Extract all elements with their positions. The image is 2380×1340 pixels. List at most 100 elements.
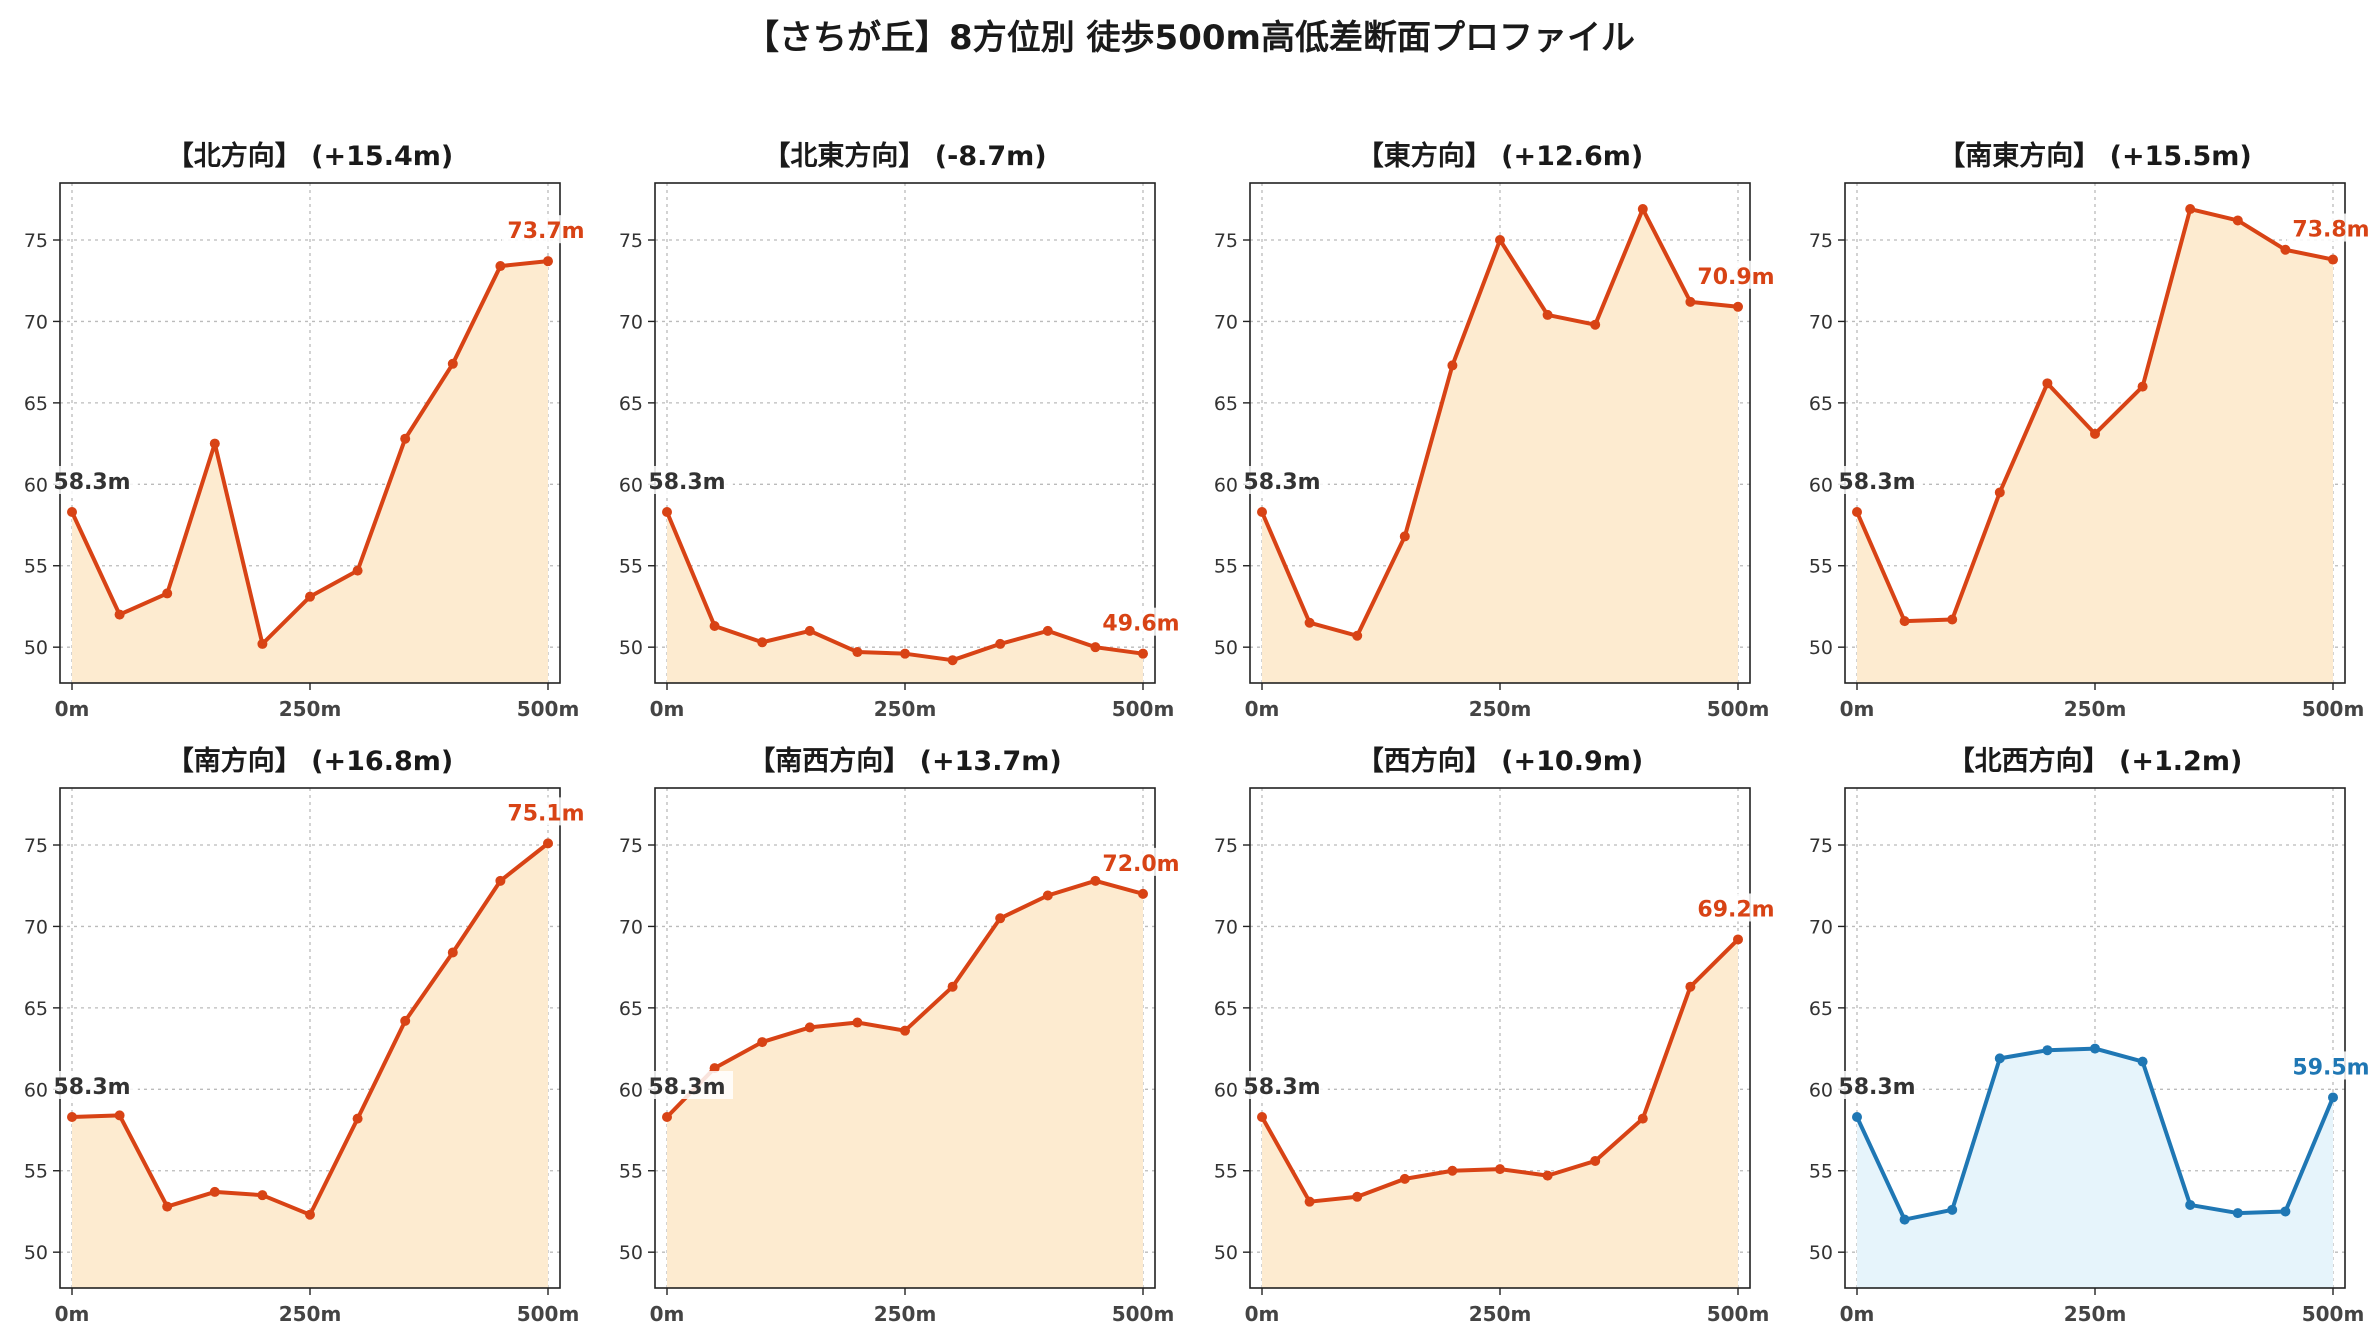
panel-title: 【北東方向】 (-8.7m)	[763, 140, 1046, 172]
y-tick-label: 60	[619, 1079, 643, 1101]
x-tick-label: 0m	[1840, 697, 1875, 721]
data-point	[2280, 244, 2291, 255]
data-point	[400, 1015, 411, 1026]
end-label-bg	[1692, 260, 1780, 289]
data-point	[1304, 1196, 1315, 1207]
data-point	[1138, 888, 1148, 899]
y-tick-label: 50	[1214, 1242, 1238, 1264]
y-tick-label: 70	[24, 916, 48, 938]
data-point	[1685, 981, 1696, 992]
y-tick-label: 65	[619, 393, 643, 415]
data-point	[662, 1111, 672, 1122]
y-tick-label: 75	[619, 230, 643, 252]
y-tick-label: 70	[1809, 311, 1833, 333]
start-value-label: 58.3m	[1243, 470, 1320, 495]
y-tick-label: 55	[1809, 556, 1833, 578]
y-tick-label: 55	[24, 556, 48, 578]
x-tick-label: 250m	[2064, 697, 2127, 721]
chart-panel-2: 【北東方向】 (-8.7m) 50 55 60 65 70 75 0m 250m 500m 58.3…	[619, 140, 1185, 721]
data-point	[947, 655, 958, 666]
data-point	[1947, 1204, 1958, 1215]
x-tick-label: 0m	[1245, 697, 1280, 721]
data-point	[804, 1022, 815, 1033]
end-label-bg	[2287, 213, 2375, 242]
start-value-label: 58.3m	[53, 1075, 130, 1100]
chart-panel-5: 【南方向】 (+16.8m) 50 55 60 65 70 75 0m 250m 500m 58.3…	[24, 745, 590, 1326]
panel-title: 【南東方向】 (+15.5m)	[1938, 140, 2251, 172]
data-point	[67, 1111, 77, 1122]
data-point	[1399, 531, 1410, 542]
data-point	[495, 875, 506, 886]
y-tick-label: 75	[1214, 230, 1238, 252]
data-point	[543, 838, 553, 849]
data-point	[1257, 1111, 1267, 1122]
data-point	[1590, 319, 1601, 330]
x-tick-label: 0m	[1840, 1302, 1875, 1326]
data-point	[114, 609, 125, 620]
data-point	[2042, 1045, 2053, 1056]
x-tick-label: 250m	[1469, 697, 1532, 721]
x-tick-label: 500m	[517, 1302, 580, 1326]
data-point	[447, 947, 458, 958]
y-tick-label: 60	[24, 1079, 48, 1101]
y-tick-label: 75	[24, 230, 48, 252]
data-point	[2232, 215, 2243, 226]
end-label-bg	[1097, 847, 1185, 876]
data-point	[1257, 506, 1267, 517]
data-point	[1495, 1164, 1505, 1175]
data-point	[947, 981, 958, 992]
chart-panel-1: 【北方向】 (+15.4m) 50 55 60 65 70 75 0m 250m 500m 58.3…	[24, 140, 590, 721]
y-tick-label: 55	[619, 1161, 643, 1183]
chart-panel-6: 【南西方向】 (+13.7m) 50 55 60 65 70 75 0m 250m 500m 58.…	[619, 745, 1185, 1326]
area-fill	[1262, 209, 1738, 683]
data-point	[900, 1025, 910, 1036]
end-label-bg	[1097, 607, 1185, 636]
data-point	[2280, 1206, 2291, 1217]
y-tick-label: 60	[1214, 1079, 1238, 1101]
y-tick-label: 50	[24, 637, 48, 659]
panel-title: 【西方向】 (+10.9m)	[1357, 745, 1643, 777]
x-tick-label: 0m	[55, 1302, 90, 1326]
end-value-label: 73.8m	[2292, 218, 2369, 243]
end-value-label: 59.5m	[2292, 1055, 2369, 1080]
data-point	[1138, 648, 1148, 659]
start-value-label: 58.3m	[1838, 1075, 1915, 1100]
area-fill	[667, 880, 1143, 1288]
data-point	[257, 1190, 268, 1201]
y-tick-label: 75	[619, 835, 643, 857]
y-tick-label: 75	[1809, 230, 1833, 252]
start-value-label: 58.3m	[648, 1075, 725, 1100]
data-point	[1947, 614, 1958, 625]
y-tick-label: 65	[24, 393, 48, 415]
data-point	[1090, 875, 1101, 886]
start-label-bg	[1833, 465, 1923, 494]
data-point	[709, 620, 720, 631]
y-tick-label: 60	[1214, 474, 1238, 496]
data-point	[257, 638, 268, 649]
data-point	[2090, 1043, 2100, 1054]
end-label-bg	[502, 215, 590, 244]
y-tick-label: 55	[1214, 556, 1238, 578]
y-tick-label: 70	[24, 311, 48, 333]
x-tick-label: 250m	[874, 1302, 937, 1326]
y-tick-label: 75	[1214, 835, 1238, 857]
data-point	[1042, 890, 1053, 901]
start-label-bg	[48, 1070, 138, 1099]
area-fill	[72, 261, 548, 683]
x-tick-label: 250m	[279, 697, 342, 721]
x-tick-label: 500m	[1707, 1302, 1770, 1326]
data-point	[1304, 617, 1315, 628]
data-point	[305, 591, 315, 602]
y-tick-label: 60	[619, 474, 643, 496]
data-point	[1090, 642, 1101, 653]
y-tick-label: 70	[1809, 916, 1833, 938]
data-point	[662, 506, 672, 517]
y-tick-label: 65	[1809, 998, 1833, 1020]
y-tick-label: 55	[1214, 1161, 1238, 1183]
data-point	[757, 1037, 768, 1048]
data-point	[1447, 360, 1458, 371]
data-point	[114, 1110, 125, 1121]
y-tick-label: 75	[24, 835, 48, 857]
end-value-label: 73.7m	[507, 219, 584, 244]
y-tick-label: 65	[1214, 393, 1238, 415]
